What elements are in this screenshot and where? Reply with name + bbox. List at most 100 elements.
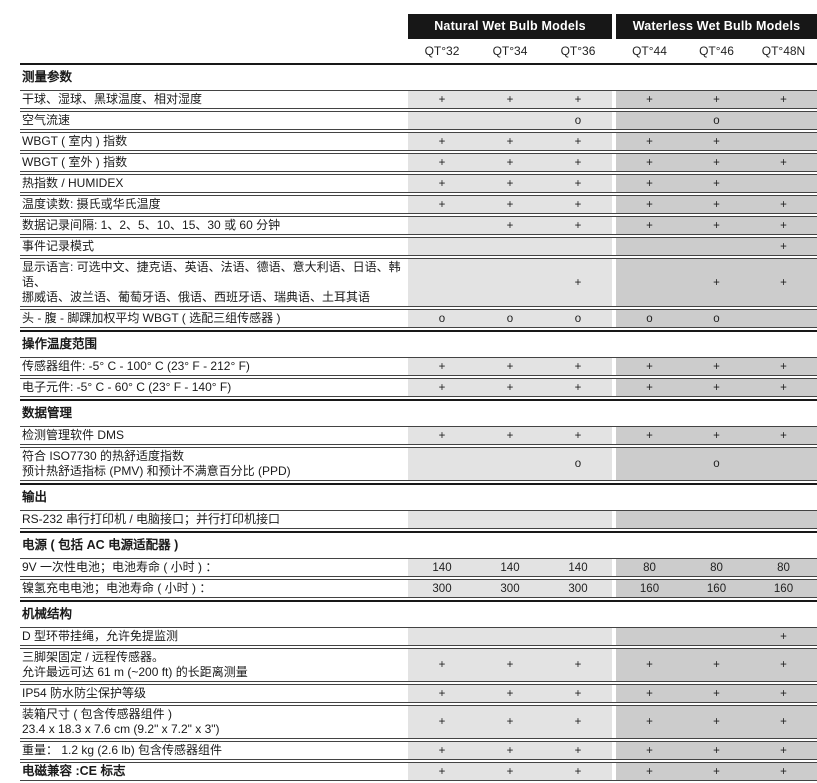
row-label: 检测管理软件 DMS xyxy=(20,427,408,444)
waterless-cells: + + xyxy=(616,259,817,306)
value-cell xyxy=(408,217,476,234)
table-row: D 型环带挂绳，允许免提监测 + xyxy=(20,627,817,646)
row-cells: + + + + + + xyxy=(408,763,817,780)
table-row: 事件记录模式 + xyxy=(20,237,817,256)
natural-cells xyxy=(408,238,612,255)
value-cell: + xyxy=(506,744,514,757)
row-label: 温度读数: 摄氏或华氏温度 xyxy=(20,196,408,213)
row-cells: + + + + + + xyxy=(408,154,817,171)
value-cell: + xyxy=(438,198,446,211)
row-label: 传感器组件: -5° C - 100° C (23° F - 212° F) xyxy=(20,358,408,375)
value-cell: + xyxy=(713,219,720,232)
value-cell: + xyxy=(506,360,514,373)
value-cell: + xyxy=(574,276,582,289)
value-cell: + xyxy=(780,198,787,211)
row-label: 装箱尺寸 ( 包含传感器组件 ) 23.4 x 18.3 x 7.6 cm (9.… xyxy=(20,706,408,738)
value-cell: + xyxy=(713,429,720,442)
value-cell: + xyxy=(574,659,582,671)
row-label-line: 镍氢充电电池；电池寿命 ( 小时 ) ： xyxy=(22,581,212,595)
spec-table-body: 测量参数 干球、湿球、黑球温度、相对湿度 + + + + + + 空气流速 o o WBGT ( 室内… xyxy=(20,63,817,781)
value-cell xyxy=(683,511,750,528)
value-cell: o xyxy=(574,458,582,470)
row-label: 显示语言: 可选中文、捷克语、英语、法语、德语、意大利语、日语、韩语、 挪威语、波… xyxy=(20,259,408,306)
waterless-cells xyxy=(616,511,817,528)
table-row: 头 - 腹 - 脚踝加权平均 WBGT ( 选配三组传感器 ) o o o o o xyxy=(20,309,817,328)
row-label-line: 电子元件: -5° C - 60° C (23° F - 140° F) xyxy=(22,380,232,394)
row-label-line: WBGT ( 室外 ) 指数 xyxy=(22,155,128,169)
row-label: IP54 防水防尘保护等级 xyxy=(20,685,408,702)
table-row: WBGT ( 室外 ) 指数 + + + + + + xyxy=(20,153,817,172)
value-cell: 80 xyxy=(777,561,790,574)
natural-cells: + + + xyxy=(408,763,612,780)
value-cell: o xyxy=(438,312,446,325)
value-cell xyxy=(408,628,476,645)
value-cell: + xyxy=(646,687,653,700)
row-cells: + + + + + + xyxy=(408,649,817,681)
value-cell: + xyxy=(713,177,720,190)
natural-cells: + + + xyxy=(408,649,612,681)
table-row: 空气流速 o o xyxy=(20,111,817,130)
natural-cells: + + + xyxy=(408,706,612,738)
value-cell: + xyxy=(438,93,446,106)
value-cell: + xyxy=(646,744,653,757)
waterless-cells: + xyxy=(616,238,817,255)
value-cell: + xyxy=(574,177,582,190)
natural-cells: + + + xyxy=(408,427,612,444)
row-label: 干球、湿球、黑球温度、相对湿度 xyxy=(20,91,408,108)
value-cell xyxy=(544,238,612,255)
row-label-line: 数据记录间隔: 1、2、5、10、15、30 或 60 分钟 xyxy=(22,218,281,232)
row-label: D 型环带挂绳，允许免提监测 xyxy=(20,628,408,645)
waterless-cells: + + + xyxy=(616,358,817,375)
value-cell: 140 xyxy=(432,561,452,574)
group-divider xyxy=(612,14,616,39)
value-cell: + xyxy=(506,198,514,211)
waterless-cells: + xyxy=(616,628,817,645)
value-cell: + xyxy=(574,135,582,148)
value-cell: 80 xyxy=(710,561,723,574)
model-name-qt46: QT°46 xyxy=(699,44,734,58)
row-label: 9V 一次性电池；电池寿命 ( 小时 ) ： xyxy=(20,559,408,576)
section-title-text: 电源 ( 包括 AC 电源适配器 ) xyxy=(22,538,179,552)
value-cell: 80 xyxy=(643,561,656,574)
natural-cells: + + + xyxy=(408,175,612,192)
value-cell: 160 xyxy=(773,582,794,595)
waterless-cells: o xyxy=(616,448,817,480)
row-label-line: 热指数 / HUMIDEX xyxy=(22,176,124,190)
value-cell: + xyxy=(438,744,446,757)
section-title: 操作温度范围 xyxy=(20,330,817,355)
value-cell: o xyxy=(574,312,582,325)
value-cell xyxy=(476,259,544,306)
waterless-cells: + + xyxy=(616,133,817,150)
waterless-cells: + + + xyxy=(616,706,817,738)
value-cell: + xyxy=(506,177,514,190)
value-cell: + xyxy=(506,135,514,148)
value-cell: o xyxy=(713,312,720,325)
table-row: 检测管理软件 DMS + + + + + + xyxy=(20,426,817,445)
section-title: 数据管理 xyxy=(20,399,817,424)
value-cell: + xyxy=(506,429,514,442)
row-cells: + xyxy=(408,238,817,255)
value-cell: + xyxy=(438,177,446,190)
natural-cells: 140 140 140 xyxy=(408,559,612,576)
waterless-wet-bulb-header-label: Waterless Wet Bulb Models xyxy=(632,19,801,33)
waterless-cells: + + + xyxy=(616,379,817,396)
row-label-line: 预计热舒适指标 (PMV) 和预计不满意百分比 (PPD) xyxy=(22,464,291,478)
value-cell: + xyxy=(780,716,787,728)
value-cell xyxy=(544,628,612,645)
value-cell: + xyxy=(438,381,446,394)
row-label-line: 电磁兼容 :CE 标志 xyxy=(22,764,126,778)
natural-cells: + + + xyxy=(408,742,612,759)
value-cell: + xyxy=(713,198,720,211)
row-label-line: 显示语言: 可选中文、捷克语、英语、法语、德语、意大利语、日语、韩语、 xyxy=(22,260,401,289)
row-label-line: 装箱尺寸 ( 包含传感器组件 ) xyxy=(22,707,172,721)
section-title: 机械结构 xyxy=(20,600,817,625)
section-title: 电源 ( 包括 AC 电源适配器 ) xyxy=(20,531,817,556)
value-cell: + xyxy=(713,276,720,289)
value-cell: + xyxy=(780,630,787,643)
value-cell xyxy=(408,511,476,528)
